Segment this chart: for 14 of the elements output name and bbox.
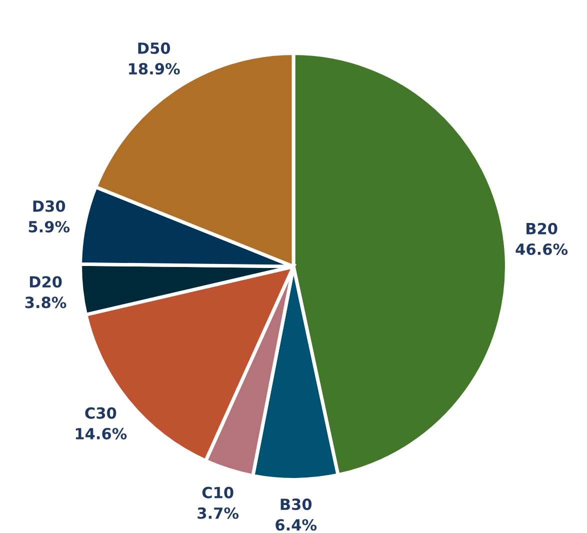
slice-label: B30 bbox=[280, 498, 312, 510]
slice-label: B20 bbox=[526, 222, 558, 234]
slice-label: C10 bbox=[202, 486, 234, 498]
data-label: 6.4% bbox=[276, 519, 317, 531]
slice-label: C30 bbox=[85, 407, 116, 419]
data-label: 18.9% bbox=[129, 63, 180, 75]
data-label: 5.9% bbox=[28, 220, 70, 233]
data-label: 3.8% bbox=[25, 296, 66, 308]
data-label: 3.7% bbox=[198, 507, 239, 519]
slice-label: D30 bbox=[33, 200, 66, 212]
slice-label: D20 bbox=[30, 276, 62, 288]
slice-label: D50 bbox=[138, 42, 170, 54]
data-label: 14.6% bbox=[76, 428, 127, 440]
data-label: 46.6% bbox=[516, 243, 568, 255]
